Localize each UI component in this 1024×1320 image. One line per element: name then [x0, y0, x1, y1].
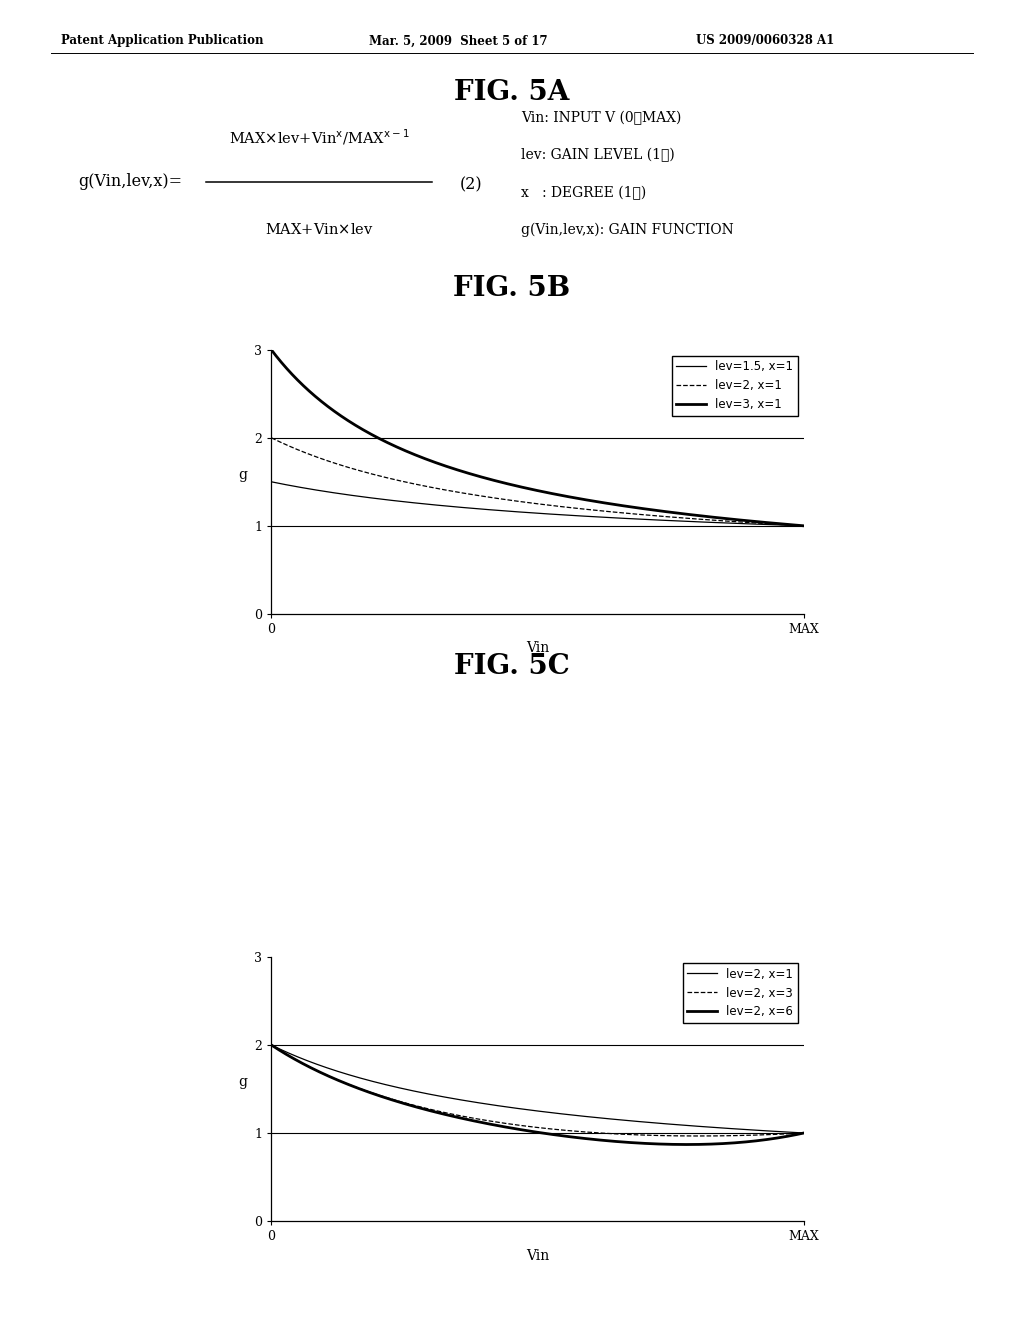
lev=2, x=3 — [319, 1067, 332, 1082]
Y-axis label: g: g — [239, 467, 248, 482]
Line: lev=2, x=3: lev=2, x=3 — [271, 1045, 804, 1137]
lev=3, x=1 — [690, 507, 702, 523]
lev=2, x=3 — [690, 1129, 702, 1144]
lev=2, x=6 — [680, 1137, 692, 1152]
Text: FIG. 5C: FIG. 5C — [454, 653, 570, 680]
Text: MAX$\times$lev+Vin$^{\mathsf{x}}$/MAX$^{\mathsf{x-1}}$: MAX$\times$lev+Vin$^{\mathsf{x}}$/MAX$^{… — [228, 128, 410, 147]
lev=2, x=3 — [480, 1113, 493, 1129]
lev=1.5, x=1 — [500, 503, 512, 519]
lev=2, x=6 — [631, 1135, 643, 1151]
lev=2, x=1 — [631, 507, 643, 523]
lev=2, x=6 — [681, 1137, 693, 1152]
lev=3, x=1 — [265, 342, 278, 358]
Text: Vin: INPUT V (0～MAX): Vin: INPUT V (0～MAX) — [521, 111, 682, 125]
lev=2, x=6 — [798, 1125, 810, 1140]
lev=1.5, x=1 — [265, 474, 278, 490]
lev=2, x=3 — [798, 1125, 810, 1140]
lev=2, x=6 — [500, 1119, 512, 1135]
lev=1.5, x=1 — [680, 513, 692, 529]
lev=2, x=1 — [500, 492, 512, 508]
Text: US 2009/0060328 A1: US 2009/0060328 A1 — [696, 34, 835, 48]
Y-axis label: g: g — [239, 1074, 248, 1089]
X-axis label: Vin: Vin — [526, 1249, 549, 1263]
Text: x   : DEGREE (1～): x : DEGREE (1～) — [521, 186, 647, 199]
Text: lev: GAIN LEVEL (1～): lev: GAIN LEVEL (1～) — [521, 148, 675, 162]
lev=2, x=3 — [265, 1038, 278, 1053]
lev=1.5, x=1 — [319, 483, 332, 499]
lev=2, x=6 — [480, 1115, 493, 1131]
lev=3, x=1 — [631, 500, 643, 516]
lev=1.5, x=1 — [798, 517, 810, 533]
lev=2, x=1 — [690, 1118, 702, 1134]
Text: FIG. 5A: FIG. 5A — [455, 79, 569, 106]
Line: lev=2, x=1: lev=2, x=1 — [271, 1045, 804, 1133]
Text: Mar. 5, 2009  Sheet 5 of 17: Mar. 5, 2009 Sheet 5 of 17 — [369, 34, 547, 48]
Text: (2): (2) — [460, 177, 482, 193]
lev=2, x=1 — [265, 1038, 278, 1053]
lev=2, x=3 — [680, 1129, 692, 1144]
Legend: lev=1.5, x=1, lev=2, x=1, lev=3, x=1: lev=1.5, x=1, lev=2, x=1, lev=3, x=1 — [672, 355, 798, 416]
lev=2, x=1 — [319, 453, 332, 469]
lev=3, x=1 — [798, 517, 810, 533]
Legend: lev=2, x=1, lev=2, x=3, lev=2, x=6: lev=2, x=1, lev=2, x=3, lev=2, x=6 — [683, 962, 798, 1023]
lev=2, x=1 — [265, 430, 278, 446]
lev=2, x=6 — [690, 1137, 702, 1152]
lev=2, x=1 — [631, 1114, 643, 1130]
Text: Patent Application Publication: Patent Application Publication — [61, 34, 264, 48]
Text: g(Vin,lev,x)=: g(Vin,lev,x)= — [79, 173, 182, 190]
lev=2, x=1 — [480, 488, 493, 504]
lev=1.5, x=1 — [690, 513, 702, 529]
lev=1.5, x=1 — [631, 511, 643, 527]
Text: MAX+Vin$\times$lev: MAX+Vin$\times$lev — [264, 222, 373, 236]
lev=2, x=1 — [680, 1118, 692, 1134]
Line: lev=3, x=1: lev=3, x=1 — [271, 350, 804, 525]
Line: lev=2, x=1: lev=2, x=1 — [271, 438, 804, 525]
lev=2, x=6 — [319, 1067, 332, 1082]
lev=2, x=1 — [798, 1125, 810, 1140]
lev=2, x=3 — [631, 1127, 643, 1143]
lev=2, x=1 — [690, 511, 702, 527]
lev=3, x=1 — [319, 397, 332, 413]
lev=2, x=1 — [680, 511, 692, 527]
Text: g(Vin,lev,x): GAIN FUNCTION: g(Vin,lev,x): GAIN FUNCTION — [521, 223, 734, 238]
X-axis label: Vin: Vin — [526, 642, 549, 656]
lev=2, x=3 — [692, 1129, 705, 1144]
Line: lev=1.5, x=1: lev=1.5, x=1 — [271, 482, 804, 525]
lev=2, x=1 — [319, 1060, 332, 1076]
Text: FIG. 5B: FIG. 5B — [454, 275, 570, 301]
lev=3, x=1 — [500, 475, 512, 491]
lev=2, x=6 — [265, 1038, 278, 1053]
lev=2, x=1 — [798, 517, 810, 533]
lev=2, x=1 — [500, 1100, 512, 1115]
lev=2, x=1 — [480, 1096, 493, 1111]
lev=1.5, x=1 — [480, 502, 493, 517]
Line: lev=2, x=6: lev=2, x=6 — [271, 1045, 804, 1144]
lev=2, x=3 — [500, 1115, 512, 1131]
lev=3, x=1 — [480, 470, 493, 486]
lev=3, x=1 — [680, 507, 692, 523]
